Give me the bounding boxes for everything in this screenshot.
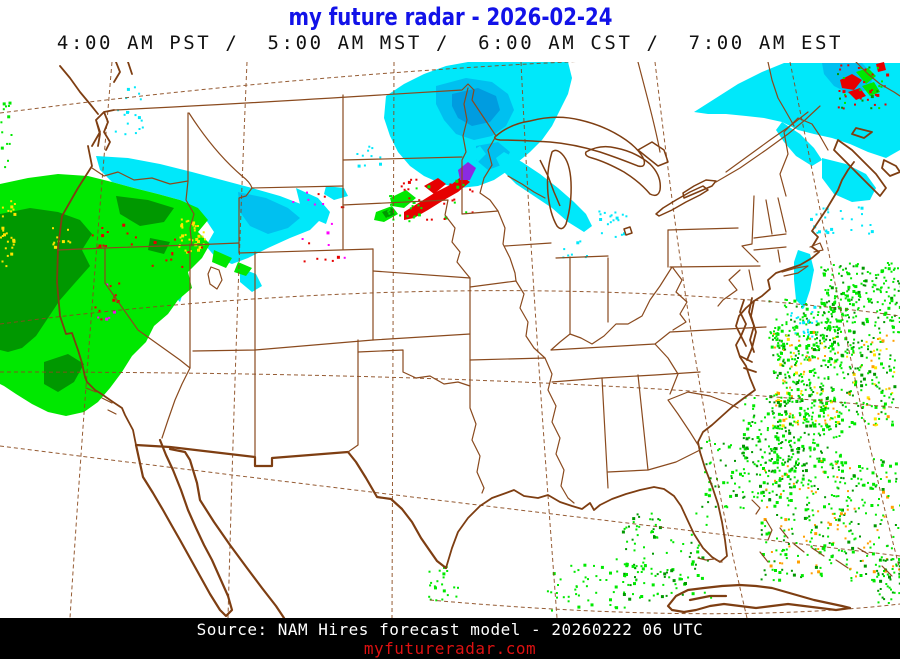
page-title: my future radar - 2026-02-24 (288, 3, 612, 31)
source-text: Source: NAM Hires forecast model - 20260… (196, 620, 704, 639)
state-borders (57, 87, 829, 504)
gulf-atlantic-coastline (445, 161, 855, 569)
bahamas (751, 499, 893, 577)
map-borders (56, 62, 900, 618)
baja-california (134, 438, 234, 618)
st-lawrence (637, 62, 900, 183)
website-link[interactable]: myfutureradar.com (363, 639, 537, 658)
footer-bar: Source: NAM Hires forecast model - 20260… (0, 618, 900, 659)
timezone-times: 4:00 AM PST / 5:00 AM MST / 6:00 AM CST … (56, 32, 844, 54)
header: my future radar - 2026-02-24 4:00 AM PST… (0, 0, 900, 62)
chesapeake-bay (739, 297, 757, 373)
radar-map-container (0, 62, 900, 618)
great-lakes (493, 116, 717, 236)
cuba (666, 583, 852, 614)
us-mexico-border (134, 443, 448, 570)
precipitation-layer (0, 62, 900, 612)
radar-map (0, 62, 900, 618)
sonora-coast (168, 447, 286, 618)
us-canada-border (113, 83, 497, 137)
nova-scotia (833, 127, 900, 197)
graticule-grid (0, 62, 900, 618)
pacific-coastline (56, 145, 137, 446)
great-salt-lake (207, 266, 223, 290)
